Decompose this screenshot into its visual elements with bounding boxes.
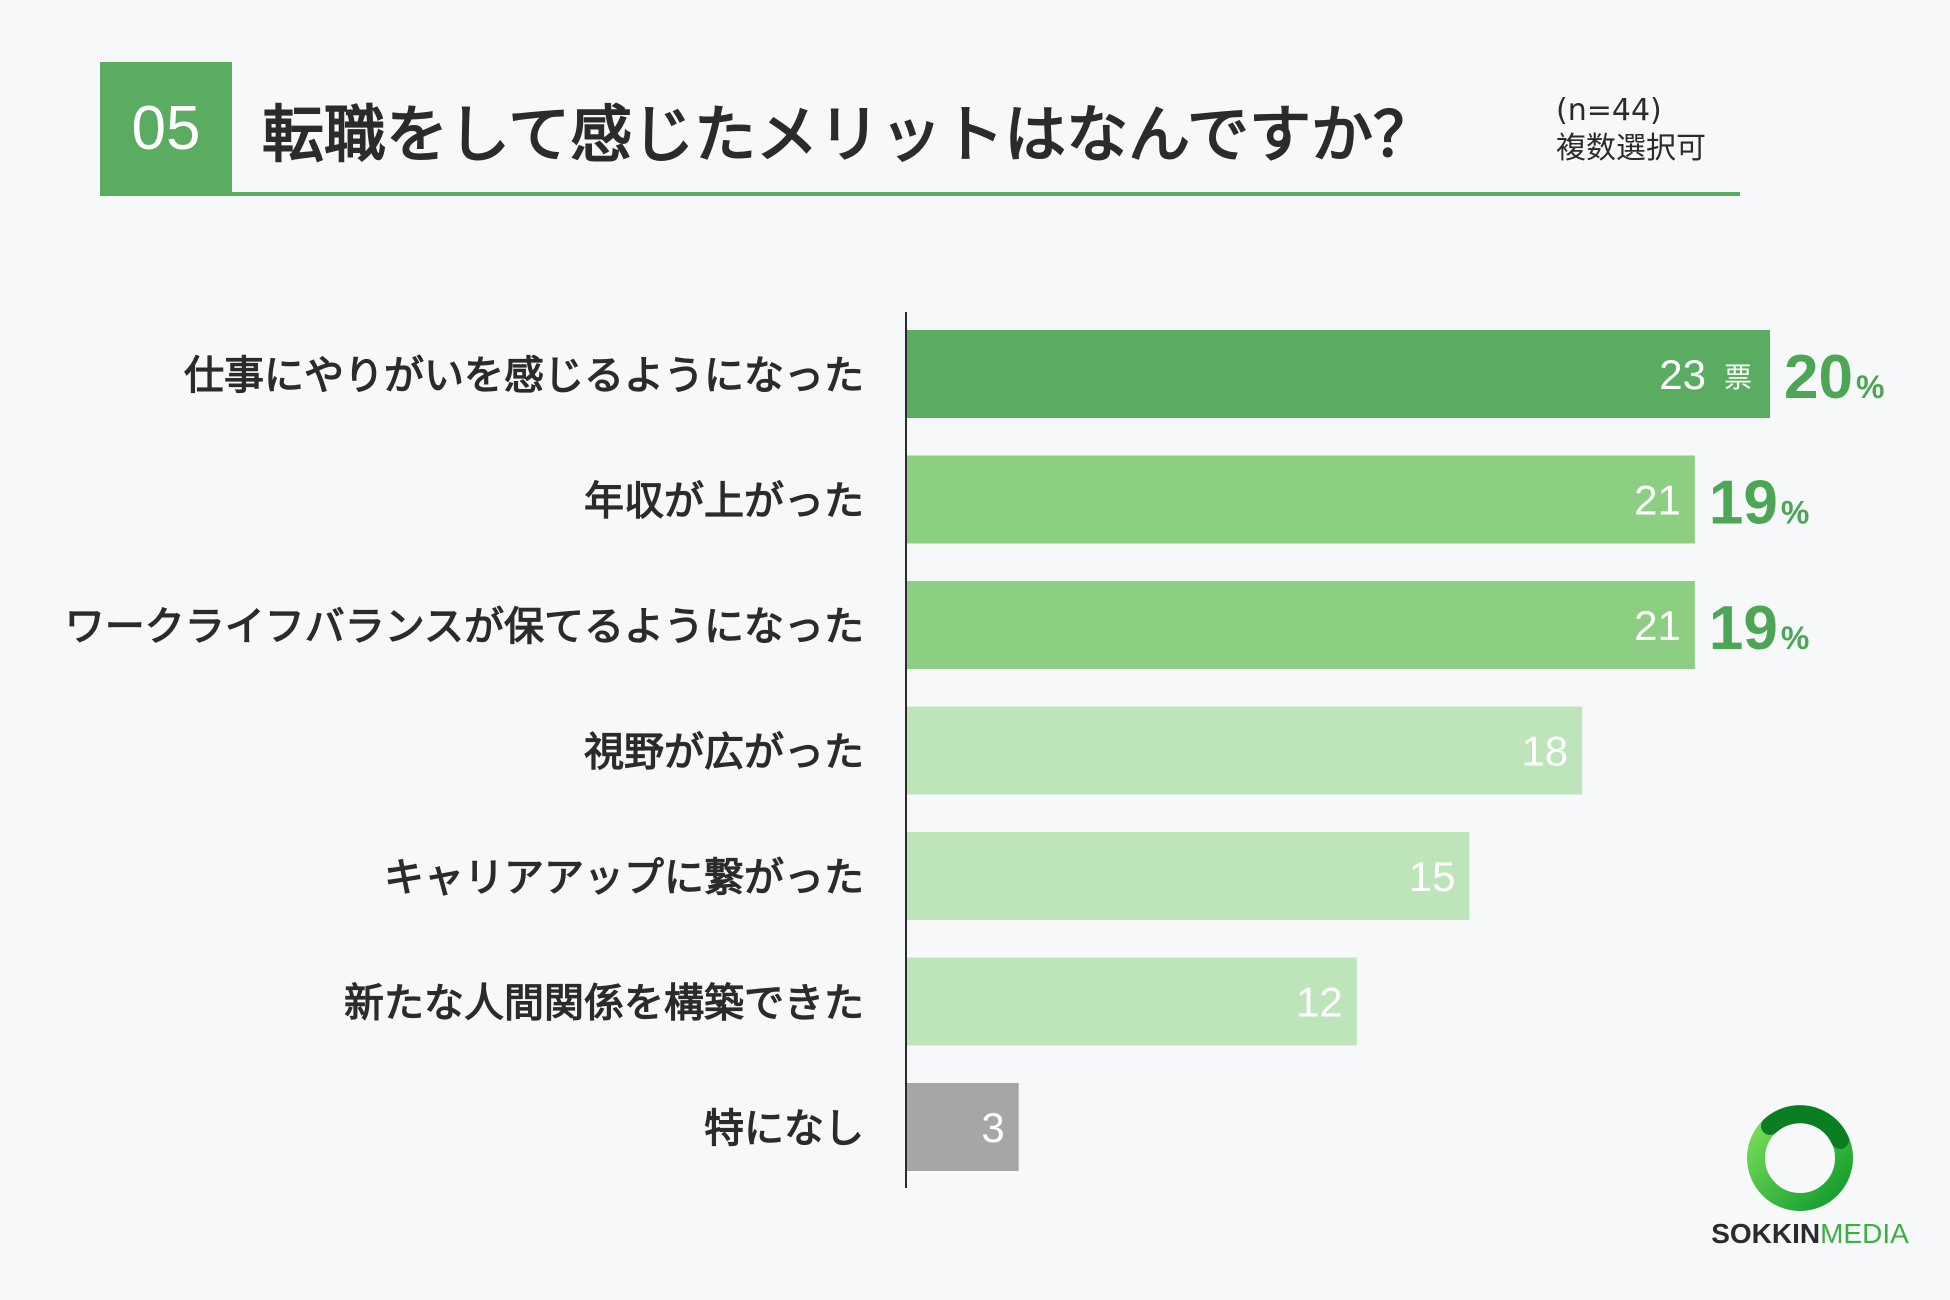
question-number-badge: 05 [100,62,232,194]
data-label: 21 [1634,477,1681,524]
logo-text-sokkin: SOKKIN [1711,1218,1821,1249]
data-label: 3 [981,1104,1004,1151]
bar [906,455,1695,544]
data-label: 23 [1659,351,1706,398]
percent-unit: % [1781,620,1809,656]
question-number: 05 [131,93,201,163]
bar [906,957,1357,1046]
unit-label: 票 [1724,361,1752,394]
percent-label: 19 [1709,594,1778,663]
logo-text: SOKKINMEDIA [1690,1218,1930,1250]
category-label: 視野が広がった [584,730,864,776]
data-label: 18 [1521,728,1568,775]
logo-ring-icon [1747,1105,1853,1211]
logo-text-media: MEDIA [1820,1218,1909,1249]
category-label: キャリアアップに繋がった [384,855,864,901]
category-label: 年収が上がった [584,479,864,525]
percent-unit: % [1856,369,1884,405]
page-title: 転職をして感じたメリットはなんですか？ [262,98,1436,171]
bar [906,1083,1019,1171]
sample-size: (n=44) [1556,93,1662,128]
category-label: 新たな人間関係を構築できた [344,981,864,1027]
data-label: 21 [1634,602,1681,649]
bar [906,706,1583,795]
bar [906,832,1470,920]
category-label: 特になし [704,1106,864,1152]
category-label: 仕事にやりがいを感じるようになった [184,353,864,399]
data-label: 12 [1296,979,1343,1026]
selection-note: 複数選択可 [1556,131,1706,166]
percent-unit: % [1781,495,1809,531]
data-label: 15 [1409,853,1456,900]
brand-logo: SOKKINMEDIA [1690,1100,1930,1260]
bar [906,581,1695,669]
percent-label: 19 [1709,469,1778,538]
sample-info: (n=44) 複数選択可 [1556,92,1706,168]
category-label: ワークライフバランスが保てるようになった [65,604,864,650]
percent-label: 20 [1784,343,1853,412]
bar [906,330,1770,418]
title-underline [100,192,1740,196]
